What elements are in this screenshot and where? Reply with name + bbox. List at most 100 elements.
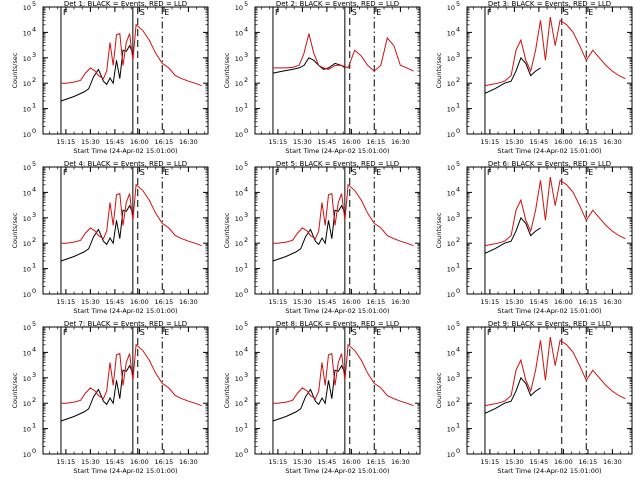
y-tick-label: 10 <box>23 29 31 37</box>
time-marker-label: F <box>275 8 280 17</box>
x-tick-label: 15:30 <box>505 458 524 466</box>
time-marker-label: F <box>487 8 492 17</box>
time-marker-label: S <box>564 8 569 17</box>
series-line-lld <box>61 183 202 247</box>
time-marker-label: F <box>275 328 280 337</box>
x-tick-label: 16:15 <box>367 458 386 466</box>
y-tick-exponent: 5 <box>456 0 460 8</box>
x-tick-label: 15:15 <box>57 298 76 306</box>
y-tick-exponent: 4 <box>32 25 36 33</box>
y-tick-label: 10 <box>235 4 243 12</box>
x-tick-label: 16:00 <box>554 138 573 146</box>
y-tick-exponent: 5 <box>244 0 248 8</box>
x-tick-label: 16:00 <box>554 458 573 466</box>
y-tick-exponent: 3 <box>456 211 460 219</box>
y-tick-label: 10 <box>447 29 455 37</box>
time-marker-label: F <box>63 328 68 337</box>
x-tick-label: 16:15 <box>579 458 598 466</box>
x-tick-label: 16:30 <box>391 458 410 466</box>
x-tick-label: 15:30 <box>293 458 312 466</box>
y-tick-exponent: 0 <box>244 287 248 295</box>
series-line-events <box>484 216 541 254</box>
series-line-lld <box>484 337 626 407</box>
y-tick-exponent: 1 <box>32 102 36 110</box>
y-tick-exponent: 5 <box>456 160 460 168</box>
y-tick-exponent: 2 <box>32 236 36 244</box>
y-tick-exponent: 2 <box>456 396 460 404</box>
x-tick-label: 15:45 <box>106 138 125 146</box>
x-tick-label: 15:15 <box>481 298 500 306</box>
y-tick-label: 10 <box>23 106 31 114</box>
x-tick-label: 15:45 <box>530 298 549 306</box>
y-tick-label: 10 <box>447 80 455 88</box>
y-tick-exponent: 3 <box>32 371 36 379</box>
chart-title: Det 2: BLACK = Events, RED = LLD <box>276 0 399 8</box>
x-axis-label: Start Time (24-Apr-02 15:01:00) <box>285 147 389 155</box>
time-marker-label: E <box>376 8 381 17</box>
x-tick-label: 15:30 <box>505 138 524 146</box>
y-tick-exponent: 2 <box>32 396 36 404</box>
series-line-events <box>272 57 346 74</box>
y-axis-label: Counts/sec <box>223 212 231 248</box>
y-tick-label: 10 <box>23 189 31 197</box>
y-tick-label: 10 <box>447 55 455 63</box>
y-tick-label: 10 <box>23 426 31 434</box>
x-tick-label: 16:00 <box>130 458 149 466</box>
y-tick-label: 10 <box>235 375 243 383</box>
y-tick-exponent: 4 <box>244 345 248 353</box>
y-tick-label: 10 <box>23 4 31 12</box>
chart-title: Det 1: BLACK = Events, RED = LLD <box>64 0 187 8</box>
y-tick-exponent: 0 <box>456 287 460 295</box>
y-tick-label: 10 <box>235 29 243 37</box>
series-line-lld <box>484 177 626 247</box>
series-line-lld <box>273 33 414 72</box>
x-axis-label: Start Time (24-Apr-02 15:01:00) <box>497 307 601 315</box>
x-tick-label: 15:30 <box>81 458 100 466</box>
chart-title: Det 7: BLACK = Events, RED = LLD <box>64 320 187 328</box>
y-tick-label: 10 <box>23 324 31 332</box>
y-tick-exponent: 5 <box>244 160 248 168</box>
x-tick-label: 15:45 <box>318 298 337 306</box>
chart-title: Det 8: BLACK = Events, RED = LLD <box>276 320 399 328</box>
x-tick-label: 16:30 <box>391 138 410 146</box>
y-tick-label: 10 <box>235 106 243 114</box>
y-tick-exponent: 1 <box>244 422 248 430</box>
y-tick-exponent: 2 <box>456 76 460 84</box>
y-tick-label: 10 <box>447 291 455 299</box>
y-tick-label: 10 <box>447 400 455 408</box>
y-tick-exponent: 5 <box>32 320 36 328</box>
chart-title: Det 9: BLACK = Events, RED = LLD <box>488 320 611 328</box>
y-tick-label: 10 <box>447 324 455 332</box>
y-tick-exponent: 3 <box>244 51 248 59</box>
x-tick-label: 15:45 <box>530 138 549 146</box>
x-tick-label: 16:30 <box>603 138 622 146</box>
x-tick-label: 15:30 <box>505 298 524 306</box>
y-tick-label: 10 <box>447 215 455 223</box>
time-marker-label: S <box>140 328 145 337</box>
plot-frame <box>466 166 633 295</box>
y-tick-exponent: 1 <box>244 262 248 270</box>
y-tick-label: 10 <box>23 349 31 357</box>
x-tick-label: 16:30 <box>179 298 198 306</box>
y-tick-exponent: 2 <box>244 236 248 244</box>
chart-title: Det 3: BLACK = Events, RED = LLD <box>488 0 611 8</box>
y-tick-label: 10 <box>23 375 31 383</box>
y-tick-label: 10 <box>235 80 243 88</box>
y-tick-exponent: 5 <box>32 160 36 168</box>
y-tick-label: 10 <box>235 215 243 223</box>
x-axis-label: Start Time (24-Apr-02 15:01:00) <box>497 467 601 475</box>
time-marker-label: E <box>164 8 169 17</box>
x-tick-label: 15:45 <box>318 138 337 146</box>
series-line-events <box>484 56 541 94</box>
x-tick-label: 16:00 <box>130 138 149 146</box>
y-tick-exponent: 3 <box>32 211 36 219</box>
x-axis-label: Start Time (24-Apr-02 15:01:00) <box>497 147 601 155</box>
time-marker-label: S <box>352 8 357 17</box>
y-tick-exponent: 0 <box>32 447 36 455</box>
